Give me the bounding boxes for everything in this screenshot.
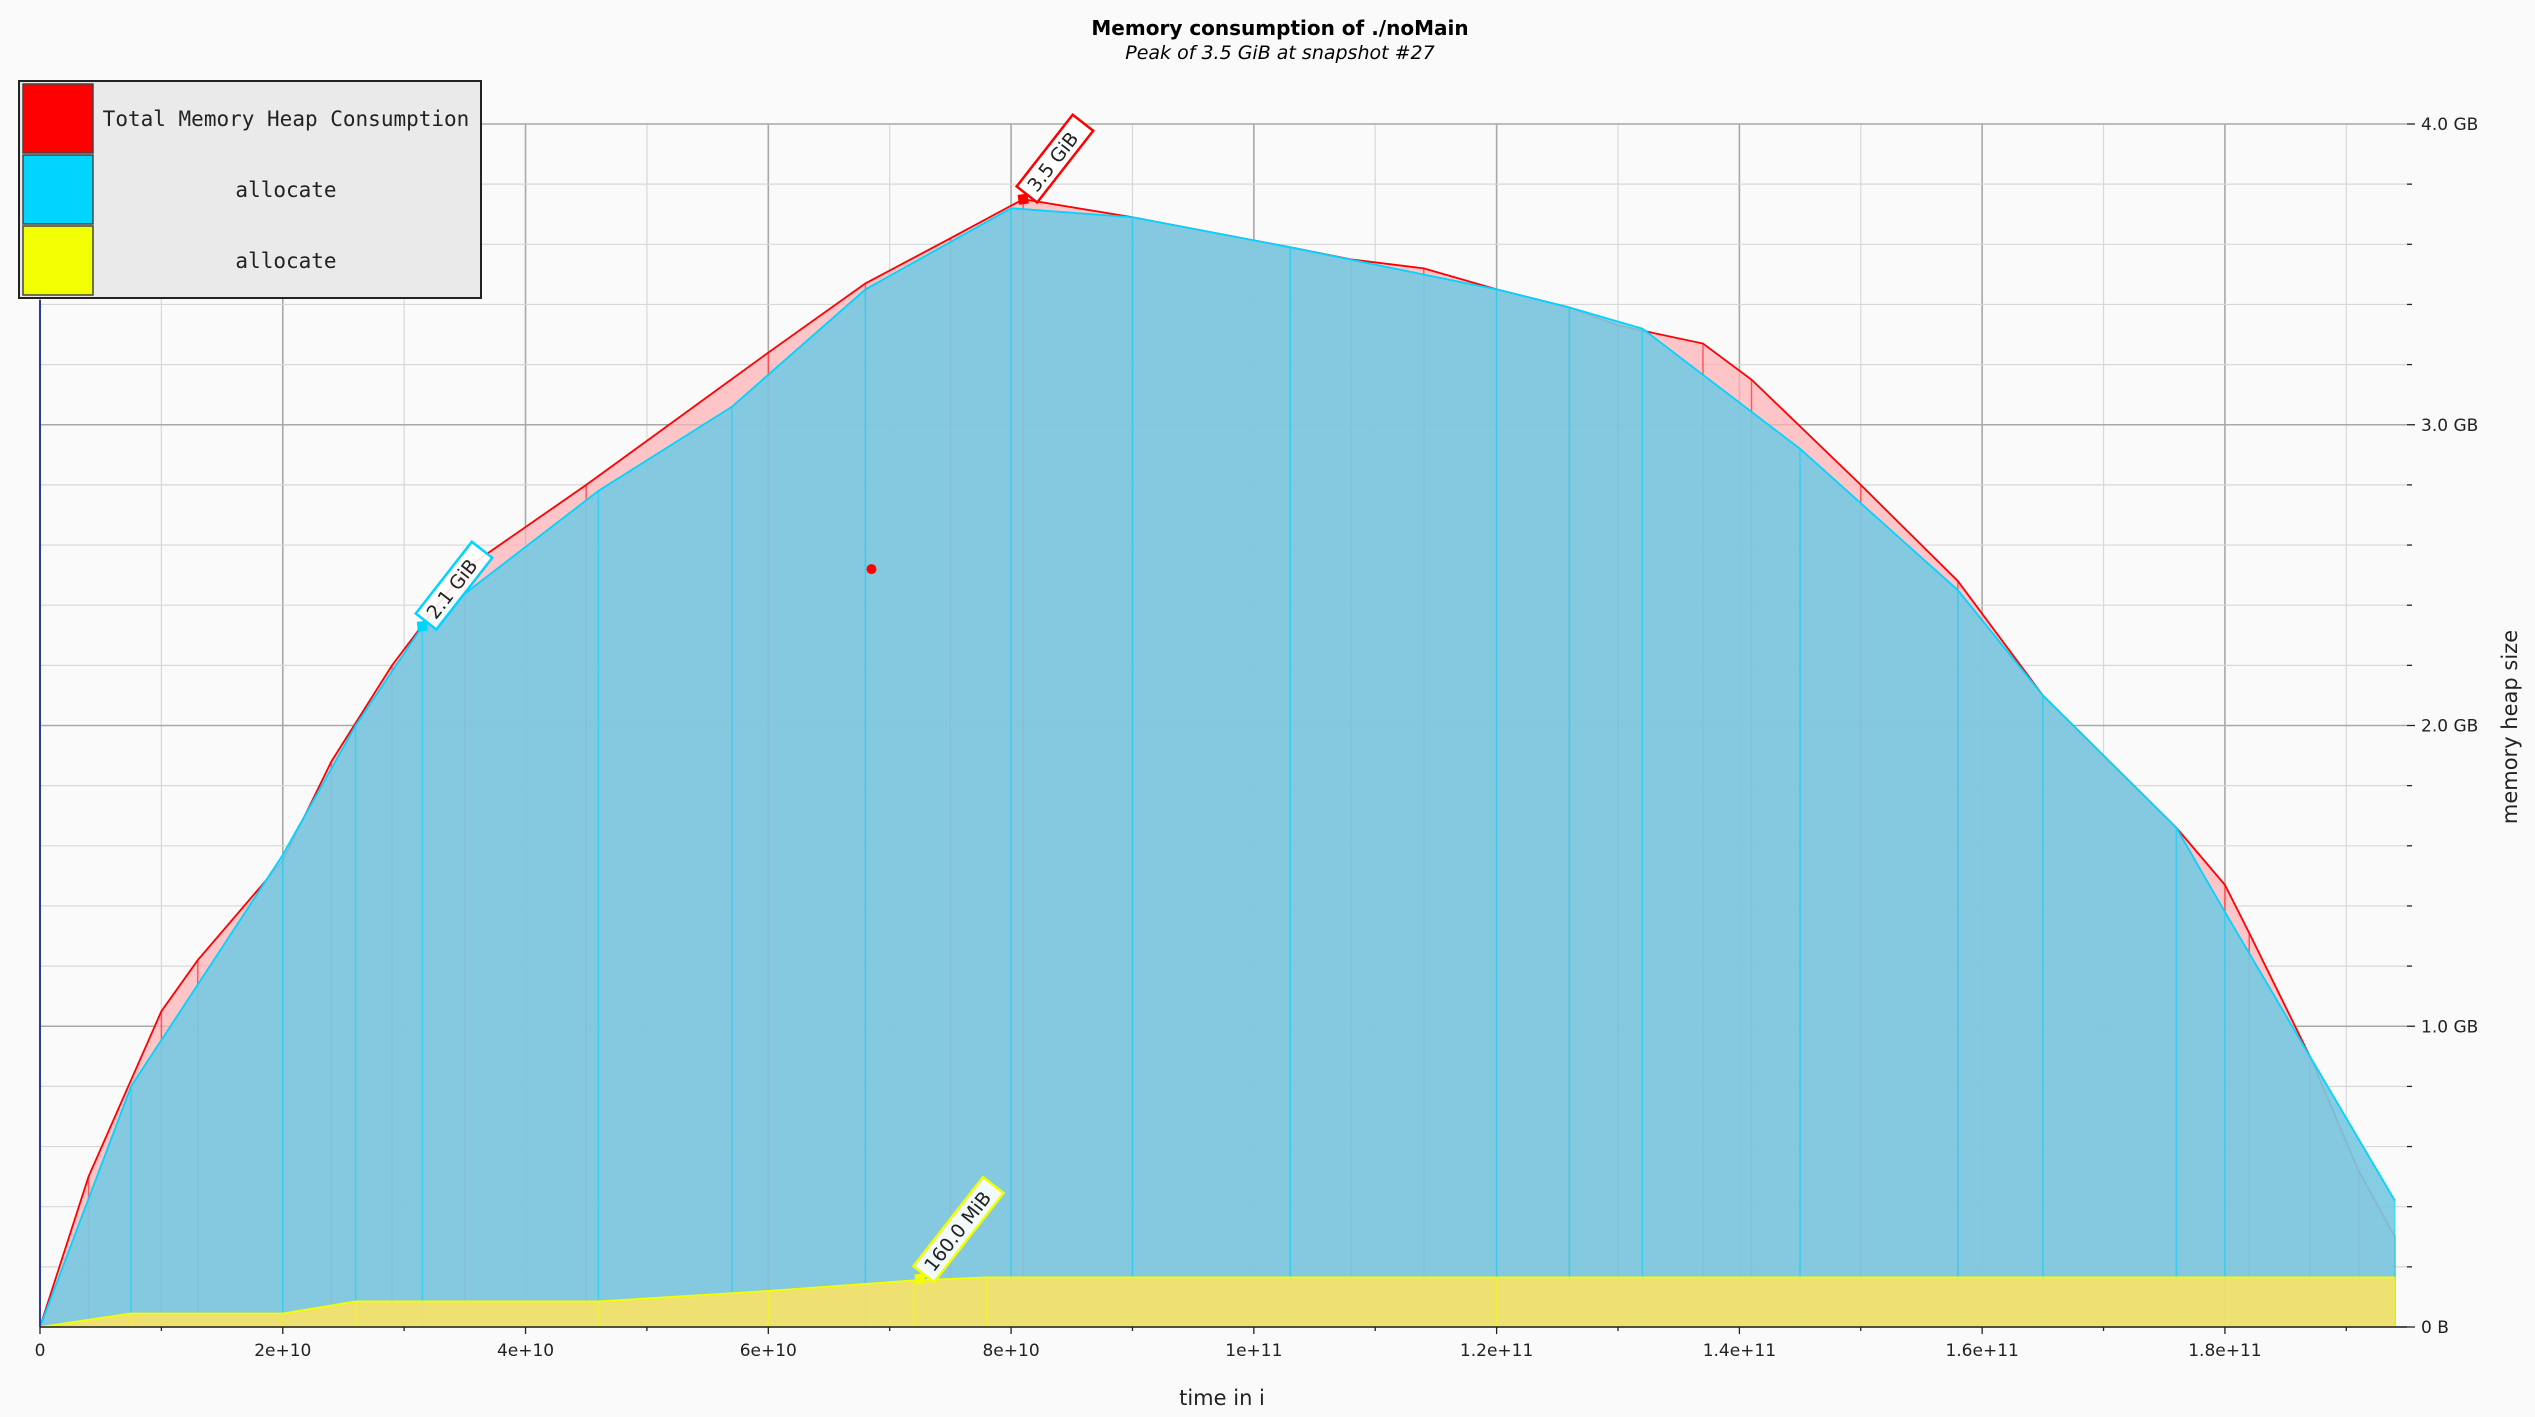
chart-subtitle: Peak of 3.5 GiB at snapshot #27: [1125, 42, 1434, 64]
series-2-line: [39, 1276, 2395, 1328]
x-tick-label: 4e+10: [497, 1341, 554, 1361]
peak-diamond: [914, 1273, 926, 1285]
x-axis-label: time in i: [1179, 1386, 1265, 1410]
series-1-area: [40, 208, 2395, 1328]
x-tick-label: 1.2e+11: [1460, 1341, 1533, 1361]
legend: Total Memory Heap Consumption allocate all…: [18, 80, 482, 299]
y-axis-ticks: 0 B 1.0 GB 2.0 GB 3.0 GB 4.0 GB: [2407, 115, 2478, 1338]
x-tick-label: 1.4e+11: [1703, 1341, 1776, 1361]
legend-label: allocate: [235, 178, 336, 202]
peak-diamond: [1017, 193, 1029, 205]
series-1-line: [39, 207, 2396, 1328]
chart-title: Memory consumption of ./noMain: [1091, 16, 1468, 40]
x-tick-label: 1.6e+11: [1945, 1341, 2018, 1361]
stray-point: [866, 564, 877, 575]
y-tick-label: 1.0 GB: [2421, 1017, 2478, 1037]
x-tick-label: 1e+11: [1225, 1341, 1282, 1361]
peak-marker-0: 3.5 GiB: [1014, 112, 1095, 205]
y-tick-label: 3.0 GB: [2421, 416, 2478, 436]
x-tick-label: 8e+10: [982, 1341, 1039, 1361]
legend-swatch: [22, 154, 94, 225]
y-axis-label: memory heap size: [2498, 630, 2522, 824]
legend-swatch: [22, 225, 94, 296]
axes: [39, 300, 2407, 1328]
x-tick-label: 0: [35, 1341, 46, 1361]
x-axis-ticks: 0 2e+10 4e+10 6e+10 8e+10 1e+11 1.2e+11 1.4e+11…: [35, 1327, 2347, 1361]
legend-label: Total Memory Heap Consumption: [103, 107, 470, 131]
y-tick-label: 0 B: [2421, 1318, 2449, 1338]
series-2-area: [40, 1277, 2395, 1327]
legend-box: [18, 80, 482, 299]
y-tick-label: 4.0 GB: [2421, 115, 2478, 135]
x-tick-label: 1.8e+11: [2188, 1341, 2261, 1361]
series-areas: [39, 198, 2396, 1328]
peak-diamond: [416, 620, 428, 632]
x-tick-label: 2e+10: [254, 1341, 311, 1361]
legend-swatch: [22, 83, 94, 154]
y-tick-label: 2.0 GB: [2421, 717, 2478, 737]
x-tick-label: 6e+10: [740, 1341, 797, 1361]
legend-label: allocate: [235, 249, 336, 273]
